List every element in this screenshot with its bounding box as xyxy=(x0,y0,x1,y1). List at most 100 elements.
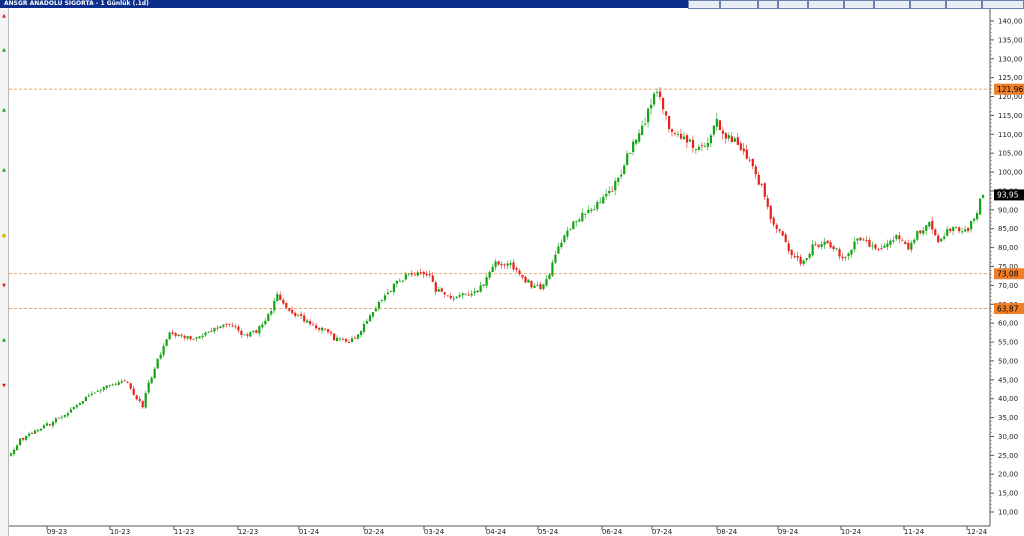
candle-body xyxy=(30,433,34,434)
candle-body xyxy=(563,235,566,243)
candle-body xyxy=(569,228,572,230)
candle xyxy=(285,302,288,310)
candle-body xyxy=(455,296,458,299)
candle xyxy=(563,234,566,244)
candle xyxy=(973,217,976,224)
candle-body xyxy=(464,293,467,295)
candle-body xyxy=(246,334,249,336)
candle-body xyxy=(105,385,108,388)
candle-body xyxy=(258,326,261,334)
candle xyxy=(398,278,401,282)
titlebar-status-box[interactable] xyxy=(874,0,910,9)
candle xyxy=(63,414,67,419)
candle-body xyxy=(446,295,449,297)
candle xyxy=(925,224,928,236)
candle-body xyxy=(306,320,309,323)
candle-body xyxy=(847,253,850,257)
candle-body xyxy=(664,111,668,116)
candle-body xyxy=(895,234,898,239)
candle xyxy=(805,258,808,263)
candle xyxy=(724,131,727,144)
candle-body xyxy=(667,116,671,129)
toolbar-marker-icon[interactable]: ▲ xyxy=(2,337,6,343)
titlebar-status-box[interactable] xyxy=(910,0,946,9)
candle xyxy=(979,198,982,216)
titlebar-status-box[interactable] xyxy=(688,0,720,9)
toolbar-marker-icon[interactable]: ▼ xyxy=(2,383,6,389)
toolbar-marker-icon[interactable]: ▲ xyxy=(2,107,6,113)
candle xyxy=(54,416,58,425)
candle xyxy=(362,321,366,335)
candle xyxy=(682,131,686,140)
titlebar-status-box[interactable] xyxy=(778,0,808,9)
candle-body xyxy=(539,284,542,290)
candle xyxy=(410,270,413,277)
titlebar-status-box[interactable] xyxy=(808,0,844,9)
candle xyxy=(742,143,745,156)
candle xyxy=(383,292,387,303)
candle xyxy=(315,322,318,331)
candle xyxy=(844,255,847,261)
candle-body xyxy=(853,241,856,250)
candle-body xyxy=(485,277,488,286)
candle xyxy=(608,186,611,196)
y-axis-tick-label: 55,00 xyxy=(998,339,1018,347)
candle-body xyxy=(177,334,180,337)
titlebar-status-box[interactable] xyxy=(844,0,874,9)
titlebar-status-box[interactable] xyxy=(720,0,758,9)
candle-body xyxy=(506,263,509,266)
candle xyxy=(33,428,37,435)
candle xyxy=(688,138,692,143)
candle xyxy=(557,242,560,254)
candle xyxy=(751,158,754,170)
candle xyxy=(78,402,81,406)
x-axis-tick-label: 11-24 xyxy=(904,528,925,536)
candle-body xyxy=(964,229,967,232)
toolbar-marker-icon[interactable]: ▼ xyxy=(2,283,6,289)
candle-body xyxy=(892,240,895,242)
candle-body xyxy=(602,196,605,204)
x-axis-tick-label: 07-24 xyxy=(652,528,673,536)
candle-body xyxy=(318,328,321,330)
candle xyxy=(509,260,512,269)
candle-body xyxy=(120,381,123,383)
candle-body xyxy=(596,201,599,210)
candle xyxy=(712,124,716,138)
candle-body xyxy=(527,279,530,283)
candle-body xyxy=(479,285,482,292)
titlebar-status-box[interactable] xyxy=(946,0,982,9)
candle-body xyxy=(171,332,174,334)
candle-body xyxy=(823,241,826,245)
candle-body xyxy=(748,159,751,161)
toolbar-marker-icon[interactable]: ▲ xyxy=(2,167,6,173)
candle xyxy=(581,208,584,223)
toolbar-star-icon[interactable]: ● xyxy=(1,233,7,239)
candle-body xyxy=(39,428,43,431)
candle xyxy=(473,287,476,296)
candle xyxy=(880,243,883,251)
candle xyxy=(57,417,61,419)
candle-body xyxy=(697,146,701,150)
candle-body xyxy=(904,241,907,245)
candle xyxy=(551,259,554,277)
candle-body xyxy=(452,298,455,300)
candle-body xyxy=(673,133,677,134)
candle-body xyxy=(829,242,832,248)
candle-body xyxy=(952,227,955,231)
candle xyxy=(895,234,898,241)
candle-body xyxy=(629,153,632,154)
candle-body xyxy=(650,104,653,109)
candle-body xyxy=(437,289,440,292)
x-axis-tick-label: 08-24 xyxy=(717,528,738,536)
toolbar-marker-icon[interactable]: ▲ xyxy=(2,47,6,53)
toolbar-marker-icon[interactable]: ▲ xyxy=(2,13,6,19)
candle xyxy=(916,230,919,242)
y-axis-tick-label: 20,00 xyxy=(998,471,1018,479)
candle xyxy=(312,321,315,326)
titlebar-status-box[interactable] xyxy=(758,0,778,9)
candle-body xyxy=(356,334,360,339)
candle xyxy=(614,177,617,196)
candle-body xyxy=(288,308,291,311)
candle xyxy=(464,293,467,295)
